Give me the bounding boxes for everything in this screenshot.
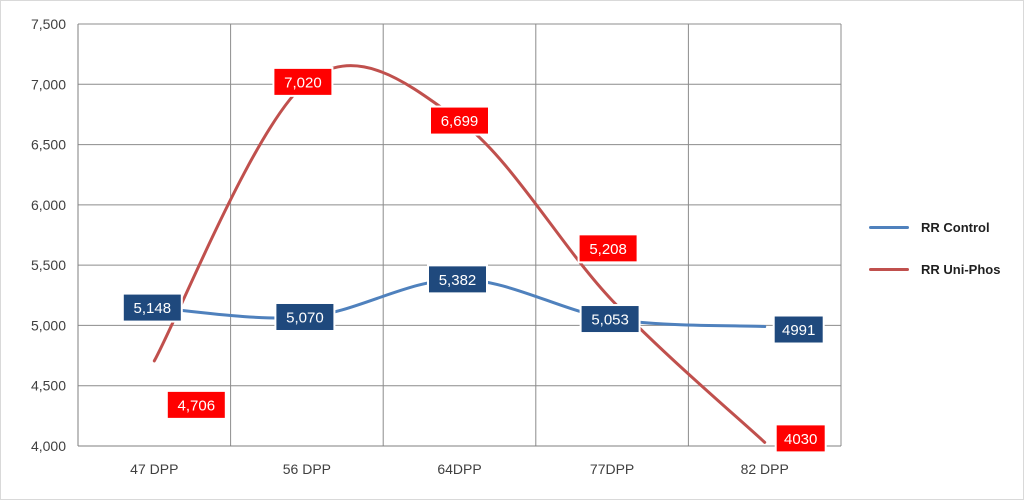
legend-label-rr-uni-phos: RR Uni-Phos bbox=[921, 261, 1001, 277]
legend-item-rr-control: RR Control bbox=[869, 216, 1019, 238]
legend-swatch-rr-uni-phos bbox=[869, 267, 909, 271]
data-label-box bbox=[774, 423, 827, 454]
y-tick-label: 7,000 bbox=[31, 76, 66, 92]
y-tick-label: 5,500 bbox=[31, 257, 66, 273]
data-label: 5,148 bbox=[134, 300, 172, 317]
x-tick-label: 64DPP bbox=[437, 461, 481, 477]
data-label-box bbox=[121, 292, 183, 323]
y-tick-label: 4,000 bbox=[31, 438, 66, 454]
y-tick-label: 7,500 bbox=[31, 16, 66, 32]
legend-label-rr-control: RR Control bbox=[921, 219, 990, 235]
x-tick-label: 82 DPP bbox=[741, 461, 789, 477]
y-tick-label: 6,500 bbox=[31, 137, 66, 153]
y-tick-label: 5,000 bbox=[31, 317, 66, 333]
data-label: 6,699 bbox=[441, 113, 479, 130]
x-tick-label: 56 DPP bbox=[283, 461, 331, 477]
data-label-box bbox=[165, 389, 227, 420]
data-label: 5,053 bbox=[591, 312, 629, 329]
data-label: 5,382 bbox=[439, 272, 477, 289]
data-label: 4,706 bbox=[178, 397, 216, 414]
data-label: 5,070 bbox=[286, 309, 324, 326]
data-label-box bbox=[272, 66, 334, 97]
legend: RR Control RR Uni-Phos bbox=[869, 216, 1019, 300]
data-label-box bbox=[274, 301, 336, 332]
x-tick-label: 77DPP bbox=[590, 461, 634, 477]
data-label-box bbox=[429, 105, 490, 136]
legend-item-rr-uni-phos: RR Uni-Phos bbox=[869, 258, 1019, 280]
x-tick-label: 47 DPP bbox=[130, 461, 178, 477]
data-label-box bbox=[579, 304, 641, 335]
data-label-box bbox=[427, 264, 488, 295]
y-tick-label: 6,000 bbox=[31, 197, 66, 213]
legend-swatch-rr-control bbox=[869, 225, 909, 229]
y-tick-label: 4,500 bbox=[31, 378, 66, 394]
data-label: 4030 bbox=[784, 431, 817, 448]
data-label-box bbox=[577, 233, 639, 264]
data-label: 4991 bbox=[782, 322, 815, 339]
data-label: 5,208 bbox=[589, 241, 627, 258]
data-label-box bbox=[772, 314, 825, 345]
data-label: 7,020 bbox=[284, 74, 322, 91]
